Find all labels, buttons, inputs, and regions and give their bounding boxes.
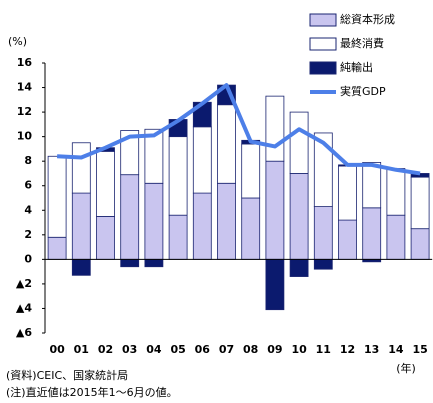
bar-segment — [241, 197, 261, 260]
bar-segment — [168, 214, 188, 260]
legend-swatch — [309, 37, 337, 51]
bar-segment — [410, 228, 430, 260]
x-tick-label: 05 — [170, 343, 185, 356]
bar-segment — [192, 126, 212, 194]
x-tick-label: 07 — [219, 343, 234, 356]
x-tick-label: 11 — [316, 343, 331, 356]
x-tick-label: 04 — [146, 343, 162, 356]
x-tick-label: 10 — [291, 343, 307, 356]
y-tick-label: 14 — [17, 81, 33, 94]
bar-segment — [217, 104, 236, 184]
legend-label: 総資本形成 — [340, 12, 395, 26]
legend-label: 純輸出 — [340, 60, 373, 74]
bar-segment — [313, 206, 333, 260]
legend-label: 最終消費 — [340, 36, 384, 50]
bar-segment — [144, 258, 164, 268]
y-tick-label: 10 — [17, 130, 33, 143]
legend-swatch — [309, 61, 337, 75]
x-tick-label: 00 — [49, 343, 65, 356]
legend-label: 実質GDP — [340, 84, 386, 98]
bar-segment — [96, 150, 115, 217]
bar-segment — [71, 258, 91, 276]
y-tick-label: 0 — [24, 252, 32, 265]
y-tick-label: 6 — [24, 179, 32, 192]
x-tick-label: 13 — [364, 343, 379, 356]
y-tick-label: 4 — [24, 203, 32, 216]
bar-segment — [217, 182, 236, 260]
bar-segment — [241, 143, 261, 199]
y-tick-label: 8 — [24, 154, 32, 167]
x-tick-label: 01 — [74, 343, 89, 356]
bar-segment — [71, 192, 91, 260]
bar-segment — [144, 182, 164, 260]
bar-segment — [338, 165, 357, 221]
x-tick-label: 03 — [122, 343, 137, 356]
bar-segment — [96, 216, 115, 260]
bar-segment — [362, 207, 382, 260]
bar-segment — [410, 176, 430, 230]
bar-segment — [47, 155, 67, 238]
bar-segment — [120, 130, 140, 176]
bar-segment — [47, 236, 67, 260]
y-tick-label: 16 — [17, 56, 33, 69]
x-tick-label: 12 — [340, 343, 355, 356]
y-tick-label: ▲4 — [16, 301, 32, 314]
bar-segment — [386, 214, 406, 260]
x-tick-label: 14 — [388, 343, 404, 356]
bar-segment — [265, 258, 285, 311]
y-tick-label: 12 — [17, 105, 32, 118]
x-tick-label: 08 — [243, 343, 258, 356]
y-tick-label: ▲6 — [16, 326, 32, 339]
y-tick-label: 2 — [24, 228, 32, 241]
x-tick-label: 09 — [267, 343, 282, 356]
y-unit-label: (%) — [8, 35, 27, 48]
bar-segment — [313, 132, 333, 207]
bar-segment — [192, 192, 212, 260]
x-tick-label: 06 — [195, 343, 211, 356]
bar-segment — [289, 111, 309, 174]
x-tick-label: 15 — [412, 343, 427, 356]
bar-segment — [289, 258, 309, 277]
bar-segment — [386, 168, 406, 216]
bar-segment — [362, 162, 382, 209]
x-unit-label: (年) — [396, 361, 416, 375]
legend-swatch — [309, 13, 337, 27]
source-note: (資料)CEIC、国家統計局 — [6, 368, 128, 382]
bar-segment — [289, 173, 309, 260]
y-tick-label: ▲2 — [16, 277, 32, 290]
bar-segment — [144, 128, 164, 184]
bar-segment — [71, 142, 91, 194]
bar-segment — [265, 160, 285, 260]
gdp-line — [56, 83, 421, 176]
x-tick-label: 02 — [98, 343, 113, 356]
bar-segment — [338, 219, 357, 260]
bar-segment — [168, 136, 188, 216]
bar-segment — [120, 174, 140, 260]
bar-segment — [120, 258, 140, 268]
bar-segment — [265, 95, 285, 162]
footnote: (注)直近値は2015年1～6月の値。 — [6, 385, 178, 399]
bar-segment — [313, 258, 333, 270]
